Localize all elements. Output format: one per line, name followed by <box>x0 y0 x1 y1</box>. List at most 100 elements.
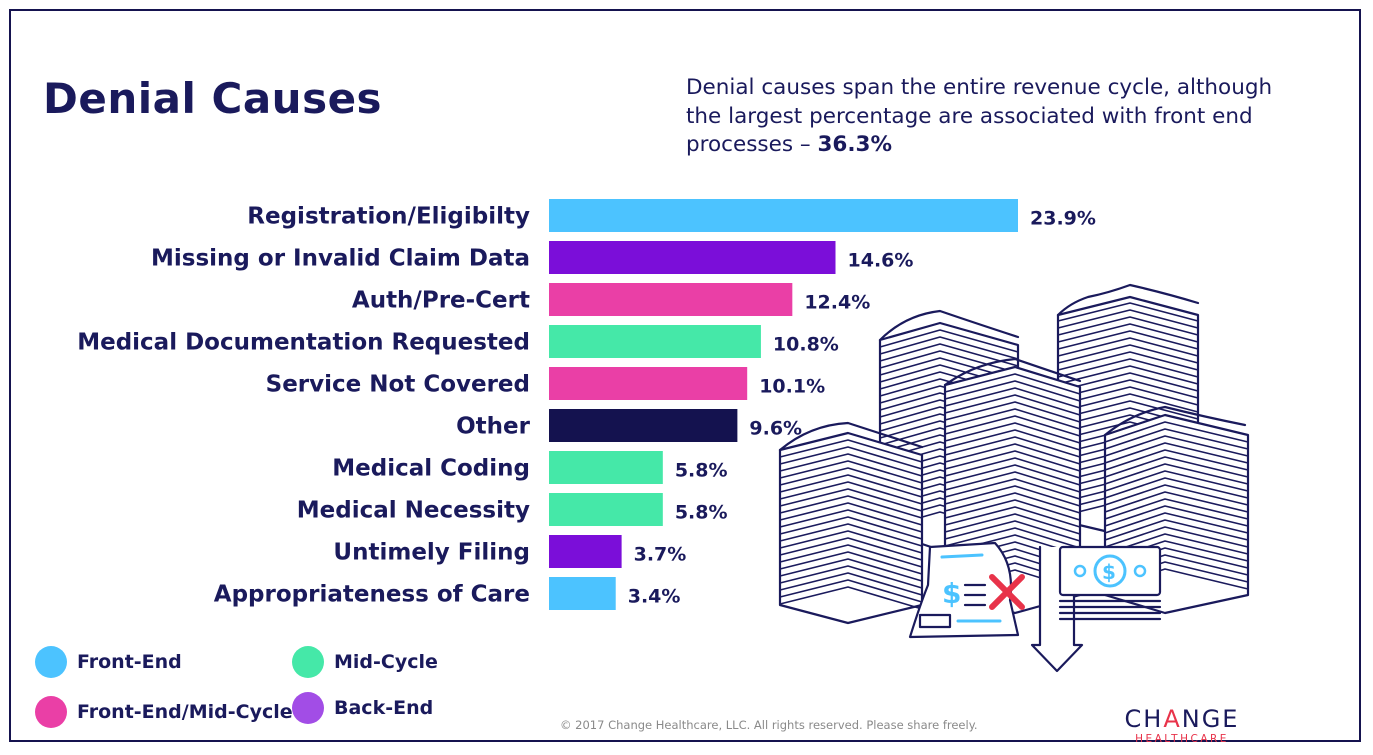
paper-line <box>1057 372 1199 392</box>
paper-line <box>779 446 923 470</box>
paper-line <box>1104 456 1249 478</box>
paper-line <box>1104 449 1249 471</box>
logo-wordmark: CHANGE <box>1112 706 1252 732</box>
legend-swatch <box>292 646 324 678</box>
paper-line <box>1104 519 1249 541</box>
bar <box>549 325 761 358</box>
paper-line <box>779 530 923 554</box>
change-healthcare-logo: CHANGE HEALTHCARE <box>1112 706 1252 746</box>
svg-text:$: $ <box>942 577 961 610</box>
legend-item-front-end-mid-cycle: Front-End/Mid-Cycle <box>35 696 293 728</box>
paper-line <box>1057 393 1199 413</box>
paper-line <box>1104 491 1249 513</box>
value-label: 9.6% <box>749 418 802 440</box>
legend-swatch <box>35 696 67 728</box>
paper-line <box>944 478 1081 500</box>
paper-line <box>1057 351 1199 371</box>
paper-line <box>1057 358 1199 378</box>
legend-item-mid-cycle: Mid-Cycle <box>292 646 438 678</box>
value-label: 5.8% <box>675 502 728 524</box>
bar <box>549 577 616 610</box>
paper-line <box>944 436 1081 458</box>
paper-line <box>944 443 1081 465</box>
paper-line <box>944 429 1081 451</box>
paper-line <box>1057 323 1199 343</box>
legend-swatch <box>292 692 324 724</box>
value-label: 5.8% <box>675 460 728 482</box>
category-label: Missing or Invalid Claim Data <box>151 246 530 272</box>
paper-line <box>1057 386 1199 406</box>
logo-subtitle: HEALTHCARE <box>1135 733 1229 745</box>
paper-line <box>1104 498 1249 520</box>
bar <box>549 493 663 526</box>
paper-line <box>1057 379 1199 399</box>
paper-line <box>1104 421 1249 443</box>
paper-line <box>1057 316 1199 336</box>
paper-line <box>779 509 923 533</box>
bar <box>549 367 748 400</box>
paper-line <box>779 565 923 589</box>
paper-line <box>1057 344 1199 364</box>
paper-line <box>779 586 923 610</box>
category-label: Registration/Eligibilty <box>247 204 530 230</box>
paper-line <box>944 450 1081 472</box>
paper-line <box>1104 442 1249 464</box>
paper-line <box>779 453 923 477</box>
paper-line <box>779 516 923 540</box>
paper-stack-icon <box>778 421 924 625</box>
legend-label: Front-End <box>77 651 182 673</box>
bar <box>549 283 793 316</box>
paper-line <box>944 520 1081 542</box>
page-title: Denial Causes <box>43 74 383 123</box>
legend-item-back-end: Back-End <box>292 692 433 724</box>
copyright-text: © 2017 Change Healthcare, LLC. All right… <box>560 718 978 732</box>
paper-line <box>779 537 923 561</box>
paper-line <box>879 336 1019 360</box>
paper-line <box>944 380 1081 402</box>
paper-line <box>1104 435 1249 457</box>
logo-part: NGE <box>1181 705 1240 733</box>
paper-line <box>1104 428 1249 450</box>
bar <box>549 535 622 568</box>
subtitle-highlight: 36.3% <box>817 132 893 157</box>
denied-invoice-icon: $ <box>908 541 1025 639</box>
paper-line <box>944 471 1081 493</box>
paper-line <box>1057 337 1199 357</box>
paper-line <box>1057 400 1199 420</box>
paper-line <box>779 572 923 596</box>
paper-line <box>944 408 1081 430</box>
paper-line <box>944 499 1081 521</box>
paper-line <box>944 527 1081 549</box>
value-label: 14.6% <box>848 250 914 272</box>
category-label: Medical Documentation Requested <box>77 330 530 356</box>
category-label: Other <box>456 414 531 440</box>
paper-line <box>944 464 1081 486</box>
legend-label: Back-End <box>334 697 434 719</box>
logo-part: CH <box>1124 705 1164 733</box>
paper-line <box>944 373 1081 395</box>
paper-line <box>779 502 923 526</box>
paper-line <box>879 350 1019 374</box>
money-stack-icon: $ <box>1058 545 1162 621</box>
paper-line <box>944 415 1081 437</box>
paper-line <box>779 467 923 491</box>
category-label: Service Not Covered <box>266 372 530 398</box>
paper-line <box>779 439 923 463</box>
paper-line <box>1104 470 1249 492</box>
paper-line <box>944 401 1081 423</box>
paper-line <box>1104 512 1249 534</box>
paper-line <box>779 558 923 582</box>
paper-line <box>1104 484 1249 506</box>
paper-line <box>779 481 923 505</box>
value-label: 3.4% <box>628 586 681 608</box>
legend-item-front-end: Front-End <box>35 646 182 678</box>
bar <box>549 241 836 274</box>
paper-line <box>944 394 1081 416</box>
paper-line <box>1104 477 1249 499</box>
value-label: 10.1% <box>759 376 825 398</box>
paper-line <box>1057 309 1199 329</box>
value-label: 12.4% <box>804 292 870 314</box>
paper-line <box>1057 330 1199 350</box>
paper-line <box>1104 505 1249 527</box>
legend-swatch <box>35 646 67 678</box>
